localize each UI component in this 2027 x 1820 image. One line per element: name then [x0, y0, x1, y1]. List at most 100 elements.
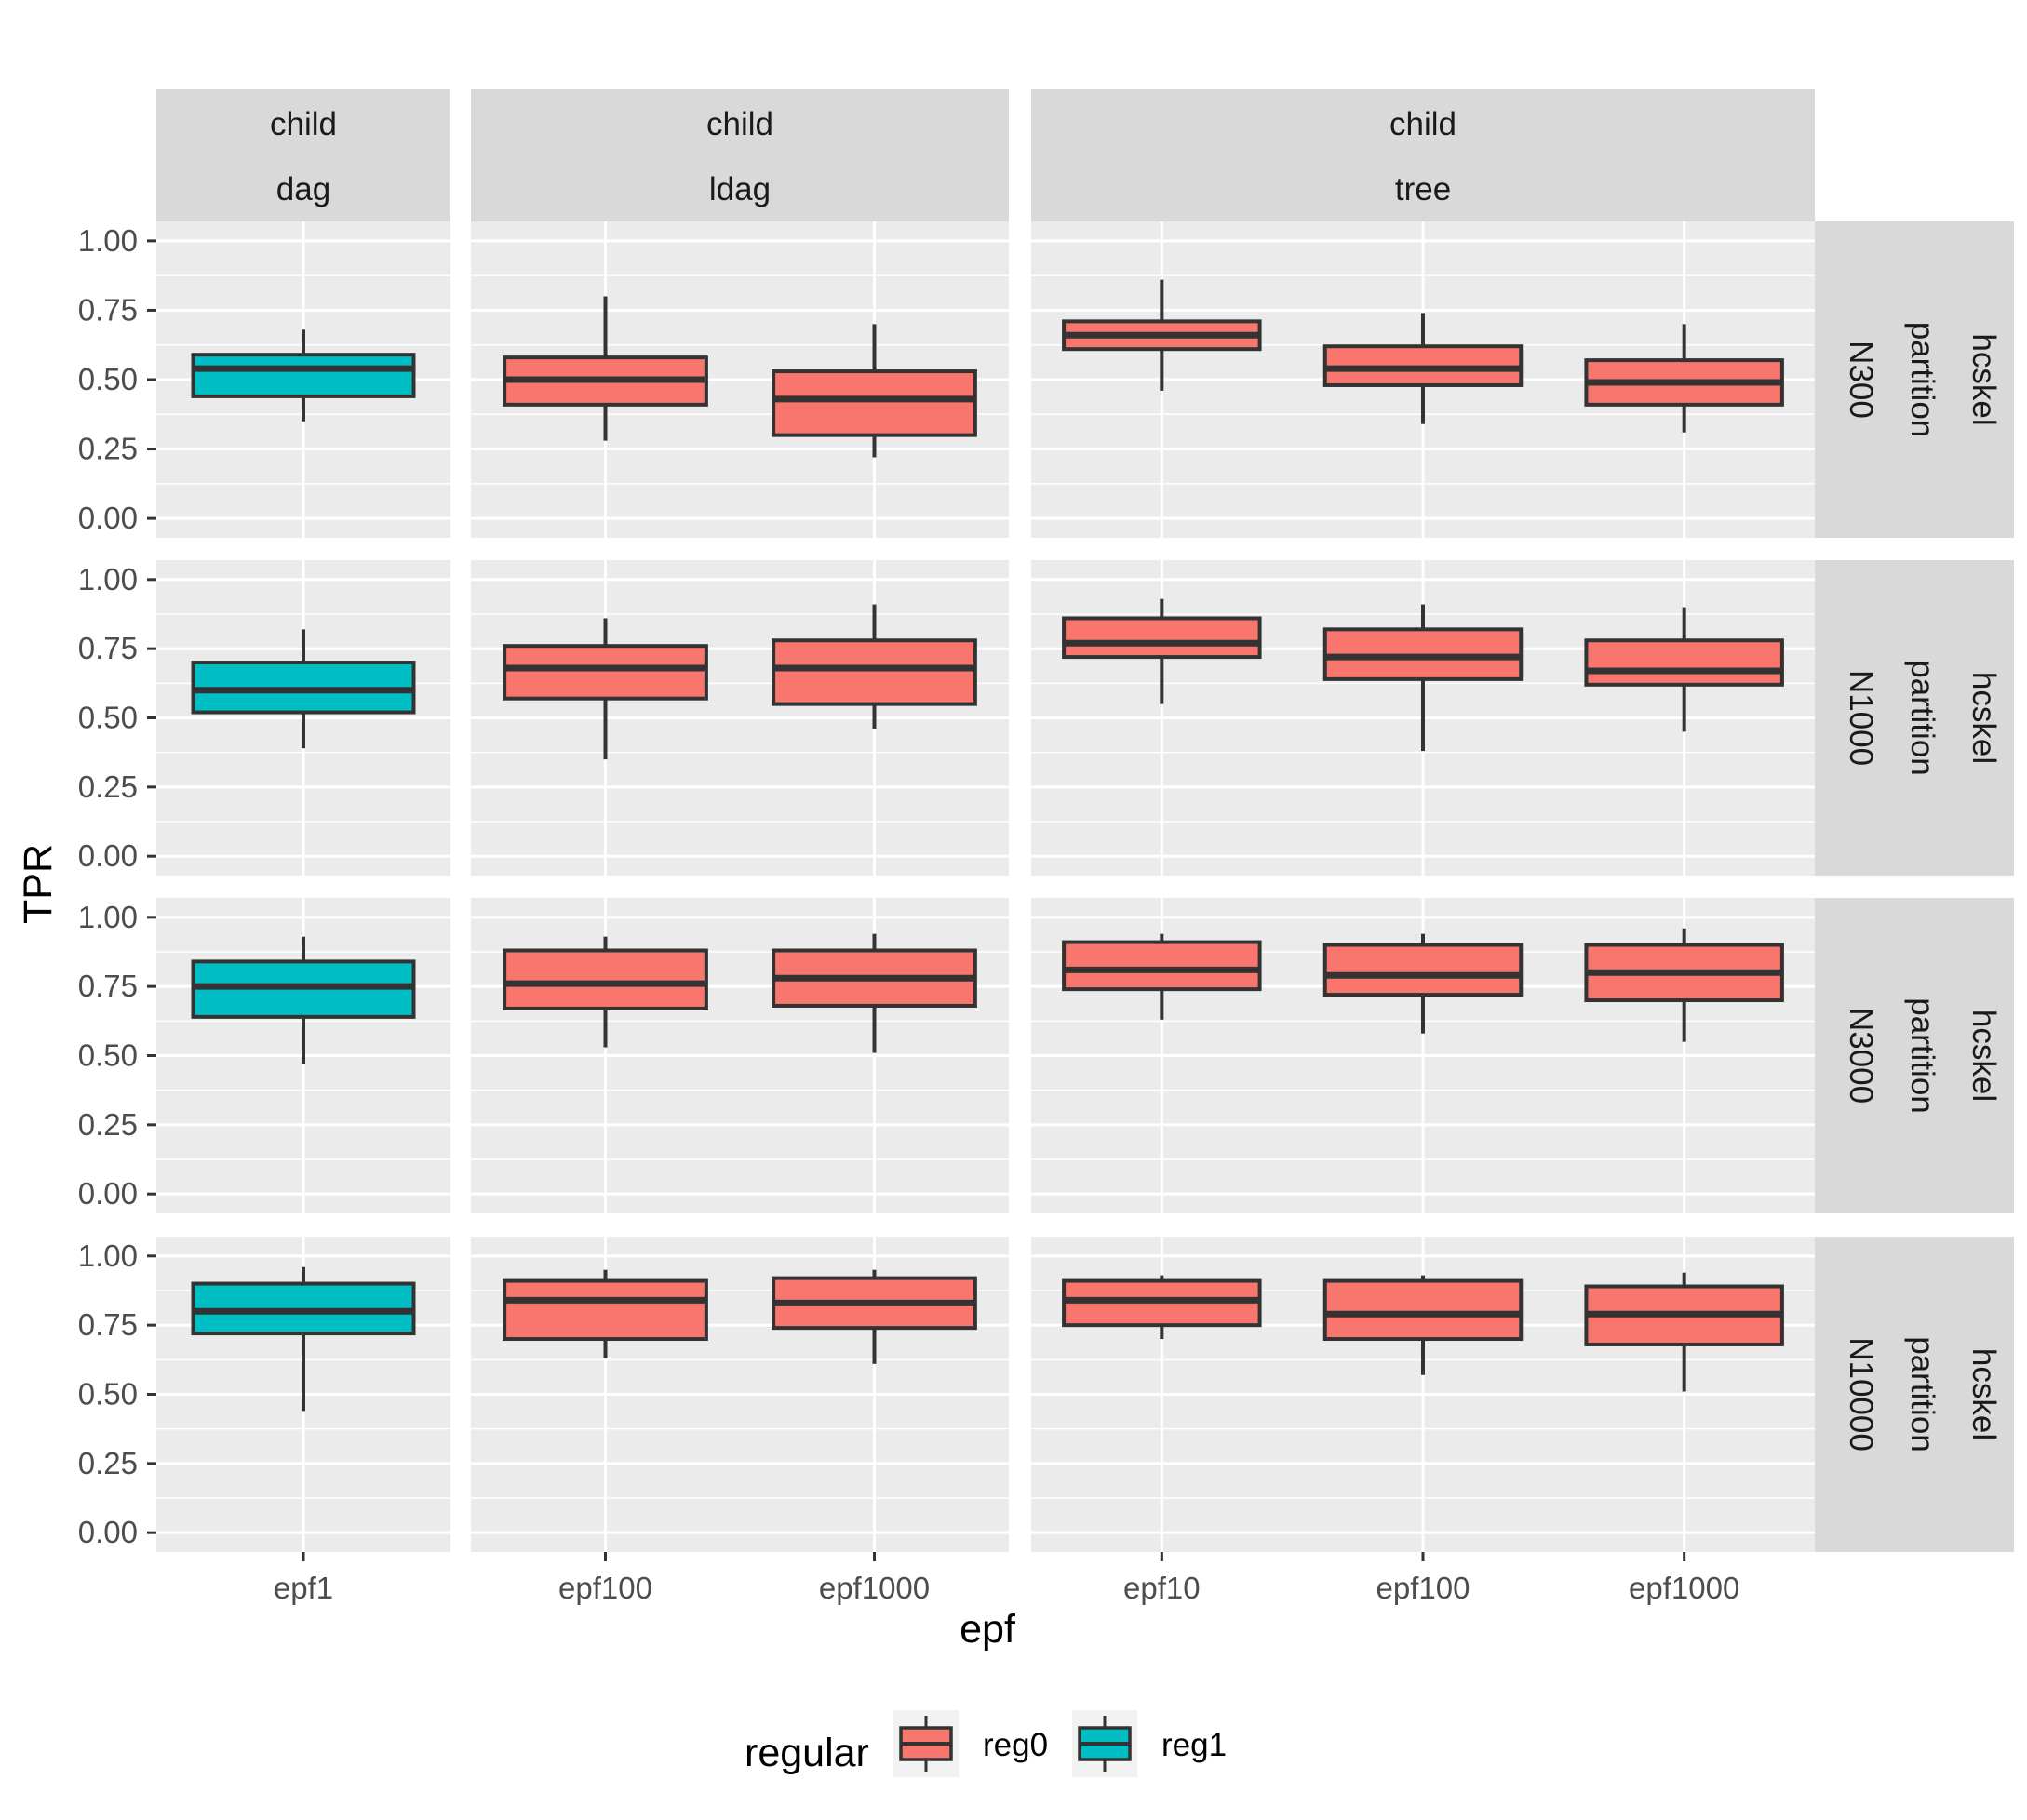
- x-tick-label: epf10: [1123, 1571, 1201, 1605]
- y-tick-label: 1.00: [78, 900, 138, 934]
- column-strip-label-bottom: tree: [1395, 171, 1451, 207]
- y-tick-label: 1.00: [78, 562, 138, 596]
- box-epf100-reg0: [1322, 933, 1524, 1034]
- box-epf1000-reg0: [772, 324, 977, 458]
- box-iqr: [1322, 1278, 1524, 1342]
- y-tick-label: 0.50: [78, 701, 138, 735]
- column-strip-2: [1031, 89, 1815, 221]
- box-iqr: [503, 948, 708, 1010]
- x-tick-label: epf100: [1376, 1571, 1470, 1605]
- box-iqr: [1584, 638, 1784, 687]
- row-strip-2: [1815, 898, 2014, 1213]
- box-epf100-reg0: [1322, 1275, 1524, 1375]
- row-strip-label: partition: [1904, 1336, 1940, 1452]
- x-tick-label: epf1000: [819, 1571, 930, 1605]
- box-iqr: [772, 638, 977, 706]
- column-strip-1: [471, 89, 1009, 221]
- column-strip-label-bottom: dag: [276, 171, 330, 207]
- row-strip-1: [1815, 560, 2014, 876]
- y-tick-label: 0.25: [78, 1446, 138, 1480]
- box-iqr: [1322, 943, 1524, 997]
- row-strip-label: N1000: [1843, 670, 1879, 766]
- y-tick-label: 0.25: [78, 769, 138, 804]
- box-epf1000-reg0: [772, 1269, 977, 1364]
- y-tick-label: 0.75: [78, 631, 138, 665]
- box-epf1000-reg0: [772, 604, 977, 729]
- box-epf1000-reg0: [1584, 1272, 1784, 1392]
- row-strip-label: hcskel: [1966, 1010, 2002, 1102]
- x-tick-label: epf1000: [1629, 1571, 1739, 1605]
- box-epf10-reg0: [1062, 1275, 1262, 1340]
- box-iqr: [503, 1278, 708, 1342]
- box-epf1000-reg0: [1584, 607, 1784, 732]
- row-strip-label: partition: [1904, 660, 1940, 776]
- box-epf100-reg0: [1322, 604, 1524, 752]
- box-epf1000-reg0: [772, 933, 977, 1053]
- box-epf100-reg0: [503, 618, 708, 760]
- box-epf10-reg0: [1062, 598, 1262, 704]
- y-axes: 0.00 0.25 0.50 0.75 1.00 0.00 0.25 0.50 0.75 1.00…: [78, 223, 156, 1549]
- panels: [156, 221, 1815, 1552]
- y-tick-label: 0.50: [78, 1377, 138, 1412]
- y-tick-label: 0.00: [78, 838, 138, 873]
- y-tick-label: 0.50: [78, 1038, 138, 1073]
- x-axis-title: epf: [960, 1607, 1016, 1652]
- box-iqr: [772, 369, 977, 437]
- legend-title: regular: [745, 1731, 869, 1775]
- box-epf1-reg1: [191, 629, 416, 749]
- row-strip-label: N300: [1843, 341, 1879, 419]
- box-epf1000-reg0: [1584, 928, 1784, 1042]
- y-tick-label: 0.00: [78, 501, 138, 535]
- column-strip-0: [156, 89, 450, 221]
- box-iqr: [1062, 940, 1262, 992]
- y-tick-label: 0.50: [78, 362, 138, 396]
- box-epf100-reg0: [503, 1269, 708, 1358]
- box-iqr: [191, 353, 416, 398]
- legend-label: reg0: [983, 1727, 1048, 1763]
- legend-label: reg1: [1161, 1727, 1227, 1763]
- box-epf100-reg0: [503, 936, 708, 1048]
- y-tick-label: 0.75: [78, 1307, 138, 1342]
- x-tick-label: epf100: [558, 1571, 652, 1605]
- y-axis-title: TPR: [16, 844, 60, 924]
- row-strip-label: N3000: [1843, 1008, 1879, 1104]
- y-tick-label: 0.25: [78, 432, 138, 466]
- box-epf10-reg0: [1062, 933, 1262, 1020]
- y-tick-label: 1.00: [78, 223, 138, 258]
- x-axis: epf1 epf100 epf1000 epf10 epf100 epf1000: [274, 1552, 1739, 1605]
- row-strip-label: N10000: [1843, 1337, 1879, 1452]
- y-tick-label: 0.75: [78, 969, 138, 1003]
- y-tick-label: 1.00: [78, 1238, 138, 1273]
- box-iqr: [503, 644, 708, 701]
- column-strips: child dag child ldag child tree: [156, 89, 1815, 221]
- column-strip-label-top: child: [1389, 106, 1456, 142]
- legend: regular reg0 reg1: [745, 1710, 1227, 1777]
- row-strip-label: hcskel: [1966, 333, 2002, 425]
- y-tick-label: 0.00: [78, 1515, 138, 1549]
- box-epf10-reg0: [1062, 279, 1262, 391]
- column-strip-label-top: child: [270, 106, 337, 142]
- row-strip-label: partition: [1904, 322, 1940, 438]
- box-epf1-reg1: [191, 936, 416, 1064]
- box-epf1-reg1: [191, 329, 416, 422]
- row-strip-3: [1815, 1237, 2014, 1552]
- legend-key-reg1: [1072, 1710, 1137, 1777]
- row-strip-0: [1815, 221, 2014, 538]
- column-strip-label-bottom: ldag: [709, 171, 771, 207]
- box-epf100-reg0: [503, 296, 708, 441]
- row-strip-label: hcskel: [1966, 1348, 2002, 1440]
- column-strip-label-top: child: [706, 106, 773, 142]
- y-tick-label: 0.00: [78, 1176, 138, 1211]
- y-tick-label: 0.75: [78, 292, 138, 327]
- legend-key-reg0: [893, 1710, 959, 1777]
- box-iqr: [1062, 616, 1262, 660]
- row-strip-label: hcskel: [1966, 672, 2002, 764]
- row-strips: hcskel partition N300 hcskel partition N1000 h…: [1815, 221, 2014, 1552]
- box-epf100-reg0: [1322, 313, 1524, 424]
- box-epf1000-reg0: [1584, 324, 1784, 433]
- y-tick-label: 0.25: [78, 1107, 138, 1142]
- box-epf1-reg1: [191, 1266, 416, 1412]
- row-strip-label: partition: [1904, 997, 1940, 1114]
- x-tick-label: epf1: [274, 1571, 333, 1605]
